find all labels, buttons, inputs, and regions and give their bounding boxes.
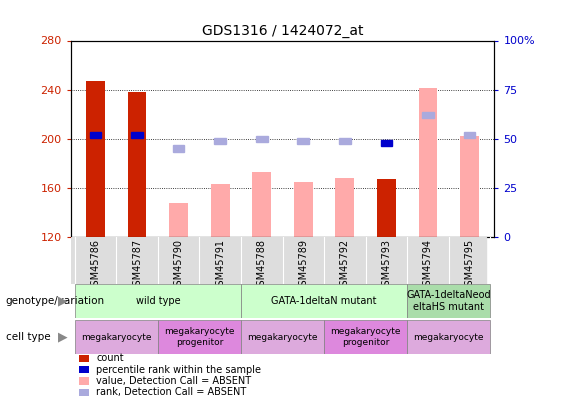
Bar [75,284,241,318]
Bar [211,184,229,237]
Bar [407,320,490,354]
Bar [464,132,475,138]
Text: GSM45786: GSM45786 [90,239,101,292]
Text: ▶: ▶ [58,330,68,344]
Text: rank, Detection Call = ABSENT: rank, Detection Call = ABSENT [96,388,246,397]
Bar [419,88,437,237]
Bar [90,132,101,138]
Text: GSM45792: GSM45792 [340,239,350,292]
Bar [86,81,105,237]
Bar [336,178,354,237]
Text: megakaryocyte: megakaryocyte [247,333,318,342]
Bar [297,138,309,144]
Text: GSM45788: GSM45788 [257,239,267,292]
Text: megakaryocyte: megakaryocyte [81,333,151,342]
Text: percentile rank within the sample: percentile rank within the sample [96,365,261,375]
Bar [128,92,146,237]
Bar [241,284,407,318]
Bar [241,320,324,354]
Text: GSM45794: GSM45794 [423,239,433,292]
Text: genotype/variation: genotype/variation [6,296,105,306]
Text: value, Detection Call = ABSENT: value, Detection Call = ABSENT [96,376,251,386]
Text: GATA-1deltaN mutant: GATA-1deltaN mutant [271,296,377,306]
Bar [170,202,188,237]
Text: GSM45791: GSM45791 [215,239,225,292]
Text: count: count [96,354,124,363]
Text: megakaryocyte: megakaryocyte [414,333,484,342]
Bar [173,145,184,151]
Text: GSM45787: GSM45787 [132,239,142,292]
Bar [158,320,241,354]
Bar [131,132,143,138]
Bar [256,136,268,142]
Bar [377,179,396,237]
Text: ▶: ▶ [58,294,68,307]
Text: cell type: cell type [6,332,50,342]
Bar [294,182,312,237]
Text: megakaryocyte
progenitor: megakaryocyte progenitor [331,328,401,347]
Text: GSM45790: GSM45790 [173,239,184,292]
Bar [75,320,158,354]
Bar [381,140,392,146]
Title: GDS1316 / 1424072_at: GDS1316 / 1424072_at [202,24,363,38]
Bar [339,138,351,144]
Text: GSM45793: GSM45793 [381,239,392,292]
Text: megakaryocyte
progenitor: megakaryocyte progenitor [164,328,234,347]
Bar [253,172,271,237]
Bar [214,138,226,144]
Text: GSM45789: GSM45789 [298,239,308,292]
Bar [324,320,407,354]
Bar [460,136,479,237]
Text: GSM45795: GSM45795 [464,239,475,292]
Text: wild type: wild type [136,296,180,306]
Text: GATA-1deltaNeod
eltaHS mutant: GATA-1deltaNeod eltaHS mutant [406,290,491,311]
Bar [422,112,434,118]
Bar [407,284,490,318]
